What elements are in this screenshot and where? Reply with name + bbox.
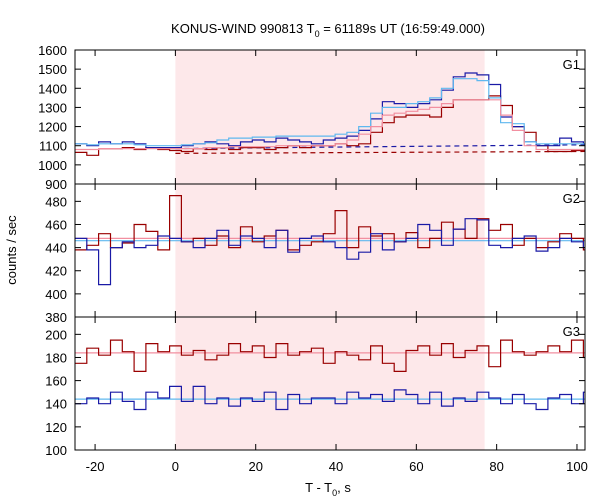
series-G1-light_blue [75,78,585,147]
panel-label-G1: G1 [563,57,580,72]
y-tick-label-G1: 1100 [39,139,67,154]
y-tick-label-G1: 1400 [38,81,67,96]
panel-label-G2: G2 [563,191,580,206]
y-tick-label-G1: 1500 [38,62,67,77]
series-G2-dark_blue [75,218,585,286]
panel-label-G3: G3 [563,324,580,339]
plot-area-G2 [75,195,585,286]
series-G3-dark_blue [75,385,585,411]
y-tick-label-G3: 200 [45,327,67,342]
series-G3-dark_red [75,339,585,372]
y-tick-label-G2: 400 [45,287,67,302]
y-tick-label-G2: 460 [45,217,67,232]
panels-group: 9001000110012001300140015001600G13804004… [38,43,588,474]
y-tick-label-G3: 160 [45,374,67,389]
chart-title: KONUS-WIND 990813 T0 = 61189s UT (16:59:… [171,21,485,39]
shaded-interval-G2 [175,184,485,317]
y-tick-label-G3: 100 [45,443,67,458]
y-tick-label-G1: 1200 [38,120,67,135]
x-axis-label: T - T0, s [305,480,351,498]
y-tick-label-G1: 1000 [38,158,67,173]
y-tick-label-G3: 140 [45,397,67,412]
y-tick-label-G2: 440 [45,241,67,256]
x-tick-label: 0 [172,459,179,474]
panel-frame-G3 [74,316,586,451]
y-tick-label-G1: 1600 [38,43,67,58]
chart-title-subscript: 0 [315,29,320,39]
plot-area-G3 [75,339,585,411]
shaded-interval-G3 [175,317,485,450]
y-tick-label-G3: 180 [45,350,67,365]
x-tick-label: 100 [566,459,588,474]
x-tick-label: 60 [409,459,423,474]
x-tick-label: -20 [86,459,105,474]
y-tick-label-G2: 380 [45,310,67,325]
plot-area-G1 [75,72,585,156]
x-tick-label: 20 [248,459,262,474]
y-axis-label: counts / sec [4,215,19,285]
x-tick-label: 80 [489,459,503,474]
y-tick-label-G2: 480 [45,194,67,209]
series-G1-light_red [75,99,585,151]
y-tick-label-G1: 900 [45,177,67,192]
y-tick-label-G2: 420 [45,264,67,279]
x-axis-label-subscript: 0 [332,488,337,498]
x-tick-label: 40 [329,459,343,474]
y-tick-label-G3: 120 [45,420,67,435]
y-tick-label-G1: 1300 [38,100,67,115]
